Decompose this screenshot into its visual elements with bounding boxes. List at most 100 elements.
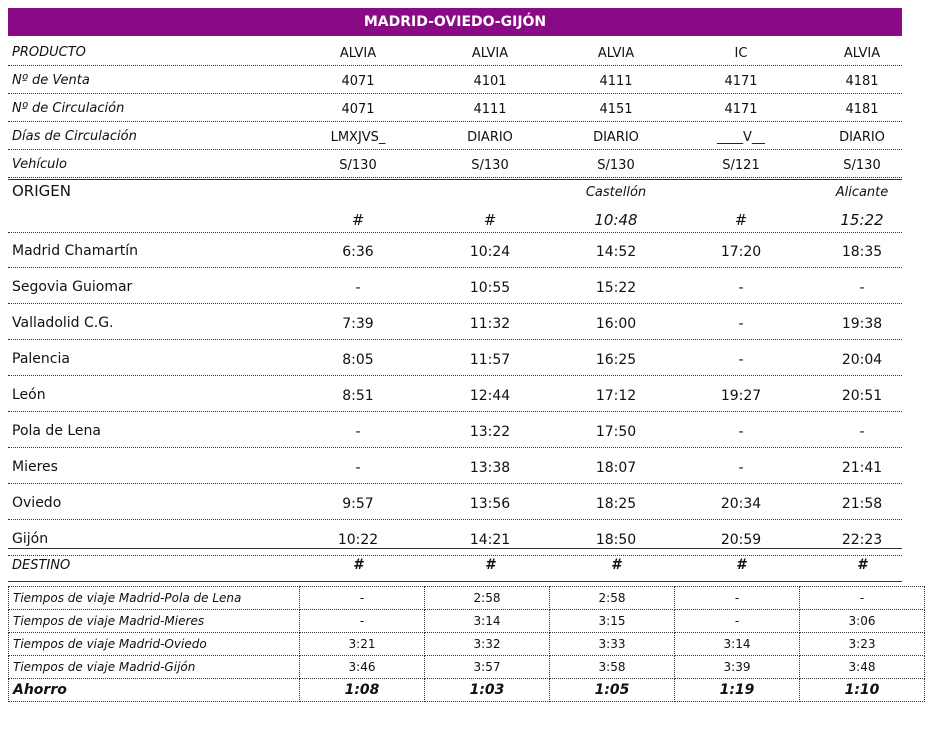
station-time: 20:04	[841, 352, 883, 368]
destino-label: DESTINO	[12, 557, 71, 573]
header-label: Nº de Circulación	[12, 101, 125, 116]
travel-time-label: Tiempos de viaje Madrid-Gijón	[8, 655, 300, 679]
station-time: 19:27	[720, 388, 762, 404]
station-time: 14:52	[595, 244, 637, 260]
header-row: Vehículo	[8, 152, 902, 178]
station-time: 13:56	[469, 496, 511, 512]
station-row: Segovia Guiomar	[8, 270, 902, 304]
station-time: 20:59	[720, 532, 762, 548]
header-cell: 4151	[599, 102, 633, 117]
travel-time-value: 3:33	[549, 632, 675, 656]
header-cell: ____V__	[717, 130, 765, 145]
ahorro-value: 1:08	[299, 678, 425, 702]
header-cell: DIARIO	[593, 130, 639, 145]
header-cell: 4171	[724, 74, 758, 89]
station-time: -	[859, 280, 865, 296]
origin-top-rule	[8, 179, 902, 180]
station-name: Palencia	[12, 350, 70, 367]
header-cell: S/130	[597, 158, 635, 173]
travel-time-row: Tiempos de viaje Madrid-Mieres -3:14 3:15-…	[8, 609, 925, 633]
header-cell: S/130	[339, 158, 377, 173]
station-time: 18:35	[841, 244, 883, 260]
header-row: Nº de Circulación	[8, 96, 902, 122]
travel-time-value: 3:39	[674, 655, 800, 679]
station-time: 13:38	[469, 460, 511, 476]
station-time: -	[738, 424, 744, 440]
station-row: Palencia	[8, 342, 902, 376]
station-row: Valladolid C.G.	[8, 306, 902, 340]
travel-time-row: Tiempos de viaje Madrid-Pola de Lena -2:5…	[8, 586, 925, 610]
travel-time-label: Tiempos de viaje Madrid-Mieres	[8, 609, 300, 633]
header-cell: S/121	[722, 158, 760, 173]
station-time: 6:36	[342, 244, 374, 260]
origin-time: #	[351, 211, 365, 229]
header-row: Días de Circulación	[8, 124, 902, 150]
header-label: PRODUCTO	[12, 45, 86, 60]
station-time: 16:00	[595, 316, 637, 332]
station-name: Valladolid C.G.	[12, 314, 114, 331]
station-time: 22:23	[841, 532, 883, 548]
station-time: -	[355, 280, 361, 296]
station-time: 21:41	[841, 460, 883, 476]
station-time: 10:22	[337, 532, 379, 548]
header-label: Nº de Venta	[12, 73, 90, 88]
header-cell: DIARIO	[467, 130, 513, 145]
travel-time-value: -	[299, 586, 425, 610]
ahorro-value: 1:19	[674, 678, 800, 702]
station-time: 20:51	[841, 388, 883, 404]
station-row: León	[8, 378, 902, 412]
station-row: Pola de Lena	[8, 414, 902, 448]
header-cell: DIARIO	[839, 130, 885, 145]
destino-cell: #	[611, 557, 621, 573]
station-time: 11:57	[469, 352, 511, 368]
travel-time-value: 2:58	[549, 586, 675, 610]
header-cell: 4181	[845, 74, 879, 89]
ahorro-value: 1:05	[549, 678, 675, 702]
timetable-title: MADRID-OVIEDO-GIJÓN	[8, 8, 902, 36]
travel-time-value: -	[674, 609, 800, 633]
destino-cell: #	[485, 557, 495, 573]
travel-time-value: 3:48	[799, 655, 925, 679]
origin-time: #	[734, 211, 748, 229]
origin-city: Castellón	[585, 185, 647, 200]
station-time: 16:25	[595, 352, 637, 368]
station-time: 10:24	[469, 244, 511, 260]
travel-time-value: 3:14	[424, 609, 550, 633]
header-cell: 4111	[473, 102, 507, 117]
station-time: 14:21	[469, 532, 511, 548]
ahorro-label: Ahorro	[8, 678, 300, 702]
travel-time-label: Tiempos de viaje Madrid-Pola de Lena	[8, 586, 300, 610]
travel-time-value: 3:32	[424, 632, 550, 656]
station-time: 8:51	[342, 388, 374, 404]
origin-label: ORIGEN	[12, 182, 71, 200]
origin-city: Alicante	[835, 185, 889, 200]
station-time: 21:58	[841, 496, 883, 512]
destino-cell: #	[353, 557, 363, 573]
header-cell: ALVIA	[471, 46, 509, 61]
station-time: 17:50	[595, 424, 637, 440]
station-row: Oviedo	[8, 486, 902, 520]
station-name: Madrid Chamartín	[12, 242, 138, 259]
header-cell: 4181	[845, 102, 879, 117]
ahorro-row: Ahorro 1:08 1:03 1:05 1:19 1:10	[8, 678, 925, 702]
station-time: 8:05	[342, 352, 374, 368]
header-cell: 4111	[599, 74, 633, 89]
origin-divider	[8, 232, 902, 233]
header-label: Días de Circulación	[12, 129, 137, 144]
station-time: 17:12	[595, 388, 637, 404]
origin-time: 10:48	[594, 211, 638, 229]
station-name: Segovia Guiomar	[12, 278, 133, 295]
header-cell: IC	[734, 46, 748, 61]
header-cell: S/130	[471, 158, 509, 173]
station-name: León	[12, 386, 46, 403]
station-time: 19:38	[841, 316, 883, 332]
travel-time-value: 3:46	[299, 655, 425, 679]
header-row: PRODUCTO	[8, 40, 902, 66]
travel-time-value: 3:06	[799, 609, 925, 633]
travel-time-value: 3:57	[424, 655, 550, 679]
travel-time-value: 2:58	[424, 586, 550, 610]
station-time: 20:34	[720, 496, 762, 512]
header-cell: S/130	[843, 158, 881, 173]
station-time: 11:32	[469, 316, 511, 332]
origin-time: #	[483, 211, 497, 229]
